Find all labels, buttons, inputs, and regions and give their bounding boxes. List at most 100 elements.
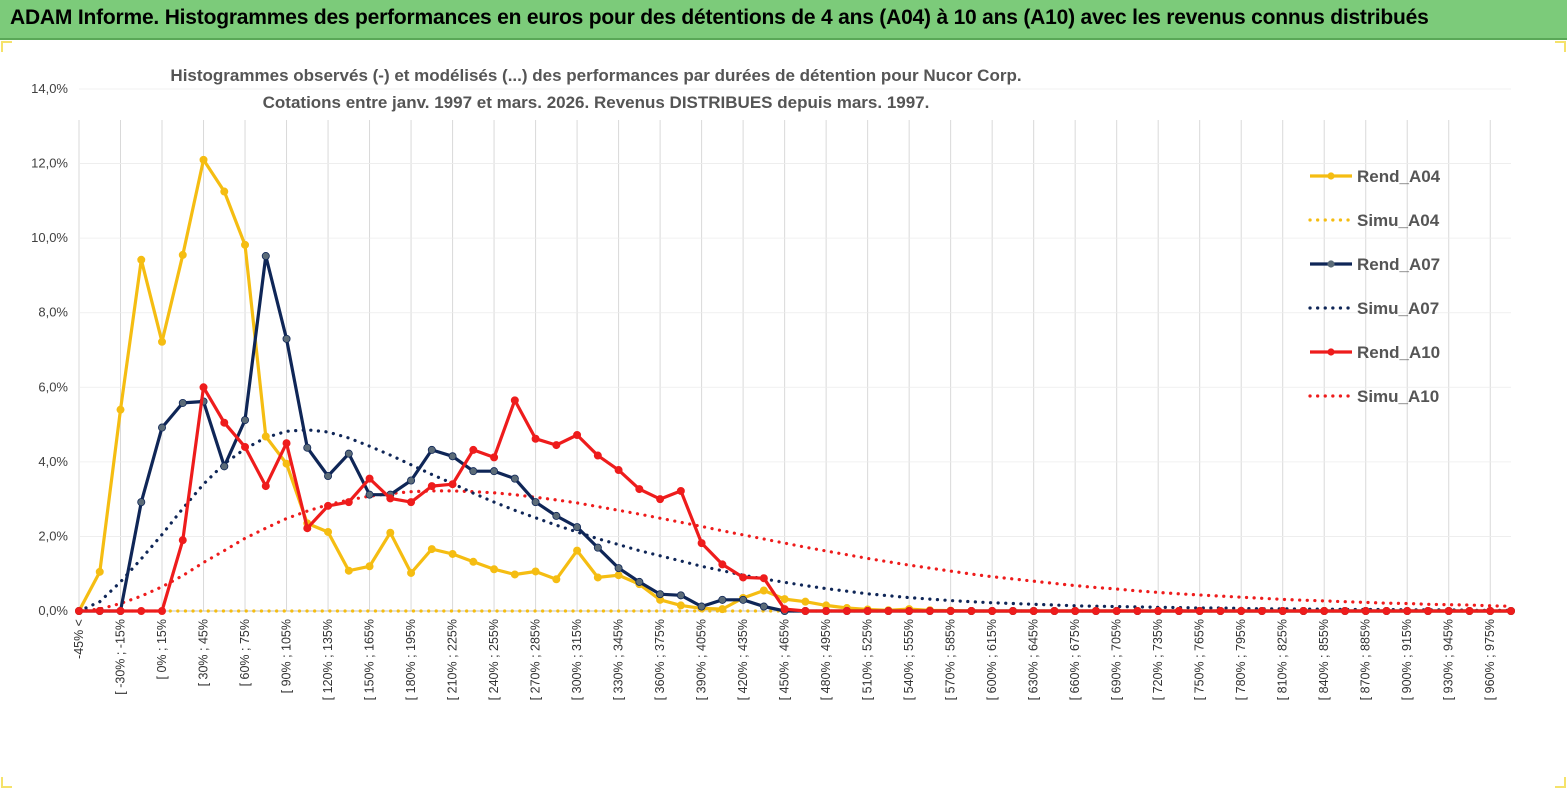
data-point: [946, 607, 955, 616]
x-tick-label: [ 420% ; 435%: [736, 619, 750, 700]
data-point: [1133, 607, 1142, 616]
data-point: [344, 498, 353, 507]
legend-item-rend-a04: Rend_A04: [1310, 167, 1441, 186]
data-point: [697, 602, 706, 611]
data-point: [469, 557, 478, 566]
legend-marker: [1327, 172, 1335, 180]
data-point: [842, 607, 851, 616]
x-tick-label: [ 810% ; 825%: [1276, 619, 1290, 700]
data-point: [531, 498, 540, 507]
data-point: [593, 543, 602, 552]
data-point: [718, 605, 727, 614]
x-tick-label: [ 480% ; 495%: [819, 619, 833, 700]
data-point: [1340, 607, 1349, 616]
data-point: [1174, 607, 1183, 616]
data-point: [676, 591, 685, 600]
data-point: [199, 155, 208, 164]
series-rend-a07: [75, 252, 1516, 616]
data-point: [469, 467, 478, 476]
series-line: [79, 385, 1511, 613]
data-point: [510, 474, 519, 483]
data-point: [427, 545, 436, 554]
data-point: [573, 546, 582, 555]
data-point: [780, 605, 789, 614]
data-point: [510, 570, 519, 579]
data-point: [365, 474, 374, 483]
data-point: [75, 607, 84, 616]
x-tick-label: [ 960% ; 975%: [1483, 619, 1497, 700]
data-point: [490, 453, 499, 462]
data-point: [448, 480, 457, 489]
data-point: [386, 528, 395, 537]
legend-item-simu-a07: Simu_A07: [1308, 299, 1439, 318]
data-point: [427, 482, 436, 491]
data-point: [988, 607, 997, 616]
series-simu-a07: [77, 428, 1513, 613]
data-point: [593, 451, 602, 460]
data-point: [1257, 607, 1266, 616]
data-point: [1423, 607, 1432, 616]
data-point: [656, 590, 665, 599]
data-point: [1320, 607, 1329, 616]
data-point: [614, 564, 623, 573]
data-point: [531, 567, 540, 576]
legend-label: Rend_A10: [1357, 343, 1440, 362]
x-tick-label: [ 900% ; 915%: [1400, 619, 1414, 700]
data-point: [1486, 607, 1495, 616]
data-point: [344, 566, 353, 575]
data-point: [1091, 607, 1100, 616]
data-point: [116, 405, 125, 414]
legend-label: Rend_A04: [1357, 167, 1441, 186]
y-tick-label: 2,0%: [38, 528, 68, 543]
x-tick-label: [ 600% ; 615%: [985, 619, 999, 700]
legend-item-rend-a07: Rend_A07: [1310, 255, 1440, 274]
legend-item-simu-a04: Simu_A04: [1308, 211, 1440, 230]
data-point: [95, 607, 104, 616]
data-point: [884, 607, 893, 616]
x-tick-label: [ 360% ; 375%: [653, 619, 667, 700]
y-axis-ticks: 0,0% 2,0% 4,0% 6,0% 8,0% 10,0% 12,0% 14,0%: [31, 81, 68, 618]
y-tick-label: 4,0%: [38, 454, 68, 469]
data-point: [282, 334, 291, 343]
data-point: [718, 560, 727, 569]
data-point: [282, 459, 291, 468]
chart-frame-corners: [1, 41, 1566, 788]
x-tick-label: [ 510% ; 525%: [861, 619, 875, 700]
data-point: [759, 602, 768, 611]
x-tick-label: [ 60% ; 75%: [238, 619, 252, 686]
data-point: [1507, 607, 1516, 616]
data-point: [386, 494, 395, 503]
data-point: [324, 472, 333, 481]
data-point: [178, 536, 187, 545]
data-point: [137, 498, 146, 507]
x-tick-label: [ 930% ; 945%: [1442, 619, 1456, 700]
data-point: [95, 567, 104, 576]
data-point: [407, 498, 416, 507]
frame-corner-bottom-right: [1555, 777, 1566, 788]
data-point: [552, 575, 561, 584]
data-point: [178, 398, 187, 407]
report-banner: ADAM Informe. Histogrammes des performan…: [0, 0, 1567, 40]
series-line: [79, 254, 1511, 613]
data-point: [407, 568, 416, 577]
data-point: [676, 486, 685, 495]
x-tick-label: -45% <: [72, 619, 86, 659]
x-tick-label: [ 870% ; 885%: [1359, 619, 1373, 700]
data-point: [241, 416, 250, 425]
data-point: [1216, 607, 1225, 616]
data-point: [1465, 607, 1474, 616]
x-tick-label: [ 780% ; 795%: [1234, 619, 1248, 700]
y-tick-label: 12,0%: [31, 156, 68, 171]
data-point: [365, 562, 374, 571]
series-layer: [75, 155, 1516, 616]
report-banner-title: ADAM Informe. Histogrammes des performan…: [10, 6, 1429, 29]
data-point: [137, 255, 146, 264]
x-tick-label: [ 750% ; 765%: [1193, 619, 1207, 700]
data-point: [656, 495, 665, 504]
y-tick-label: 10,0%: [31, 230, 68, 245]
histogram-chart: 0,0% 2,0% 4,0% 6,0% 8,0% 10,0% 12,0% 14,0% -45%…: [1, 41, 1566, 788]
data-point: [220, 462, 229, 471]
x-tick-label: [ 330% ; 345%: [612, 619, 626, 700]
data-point: [1029, 607, 1038, 616]
data-point: [1008, 607, 1017, 616]
